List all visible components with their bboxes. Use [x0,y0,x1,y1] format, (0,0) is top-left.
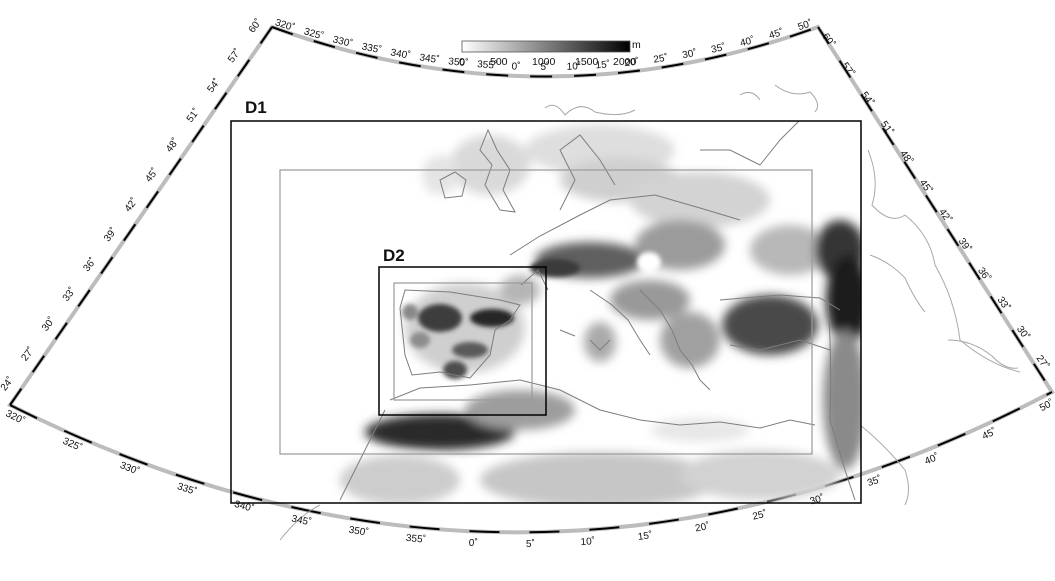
bottom-lon-label: 25˚ [751,508,768,523]
domain-d1-label: D1 [245,98,267,117]
top-lon-label: 320˚ [274,16,297,34]
bottom-lon-label: 35˚ [866,473,884,489]
top-lon-label: 325˚ [303,25,326,42]
frame-right-edge [817,26,1053,393]
left-lat-label: 36˚ [81,255,99,274]
top-lon-label: 35˚ [710,41,727,56]
bottom-lon-label: 5˚ [526,538,535,550]
left-lat-label: 39˚ [101,225,119,244]
colorbar-tick-0: 0 [459,56,465,68]
coastlines [339,121,856,501]
domain-d2-box [378,266,547,416]
top-lon-label: 355˚ [477,58,498,71]
terrain-elevation [340,125,861,503]
bottom-lon-label: 340˚ [233,498,255,515]
bottom-lon-label: 15˚ [637,529,653,543]
top-lon-label: 20˚ [624,56,640,69]
top-lon-label: 5˚ [541,61,550,73]
top-lon-label: 45˚ [768,26,785,42]
left-lat-label: 30˚ [39,315,57,334]
top-lon-label: 50˚ [796,17,813,33]
top-lon-label: 25˚ [653,52,669,66]
left-lat-label: 51˚ [184,106,202,125]
top-lon-label: 335˚ [361,40,383,56]
left-lat-label: 48˚ [163,136,181,155]
bottom-lon-label: 40˚ [923,451,941,468]
top-lon-label: 0˚ [511,60,520,72]
left-lat-label: 60˚ [246,16,264,35]
bottom-lon-label: 350˚ [348,524,370,539]
colorbar-tick-1000: 1000 [532,56,556,68]
domain-d1-box [230,120,862,504]
domain-d2-label: D2 [383,246,405,265]
left-lat-label: 33˚ [60,285,78,304]
colorbar-tick-1500: 1500 [575,56,599,68]
colorbar-tick-2000: 2000 [613,56,637,68]
left-lat-label: 45˚ [143,166,161,185]
elevation-colorbar: m 0 500 1000 1500 2000 [459,39,641,68]
top-lon-label: 345˚ [419,51,441,66]
bottom-lon-label: 45˚ [980,425,998,442]
top-lon-label: 10˚ [566,60,581,72]
colorbar-tick-500: 500 [490,56,508,68]
top-lon-label: 340˚ [390,46,412,61]
left-lat-label: 24˚ [0,374,16,393]
top-lon-label: 30˚ [681,47,697,61]
colorbar-ramp [461,40,631,53]
bottom-lon-label: 30˚ [808,492,825,508]
frame-top-arc [271,26,819,78]
bottom-lon-label: 345˚ [290,512,312,528]
colorbar-unit: m [632,39,641,51]
top-lon-label: 350˚ [448,55,469,69]
left-lat-label: 54˚ [205,76,223,95]
top-lon-label: 40˚ [739,34,756,49]
bottom-lon-label: 0˚ [469,537,478,549]
left-lat-label: 42˚ [122,195,140,214]
left-lat-label: 57˚ [225,46,243,65]
frame-bottom-arc [9,391,1053,534]
left-lat-label: 27˚ [19,345,37,364]
bottom-lon-label: 10˚ [580,535,595,548]
domain-d2-inner-buffer [393,282,533,401]
top-lon-label: 15˚ [595,58,610,71]
bottom-lon-label: 20˚ [694,520,710,534]
top-lon-label: 330˚ [332,33,354,50]
bottom-lon-label: 355˚ [405,532,426,546]
outer-coastlines [279,84,1021,541]
domain-d1-inner-buffer [279,169,813,455]
